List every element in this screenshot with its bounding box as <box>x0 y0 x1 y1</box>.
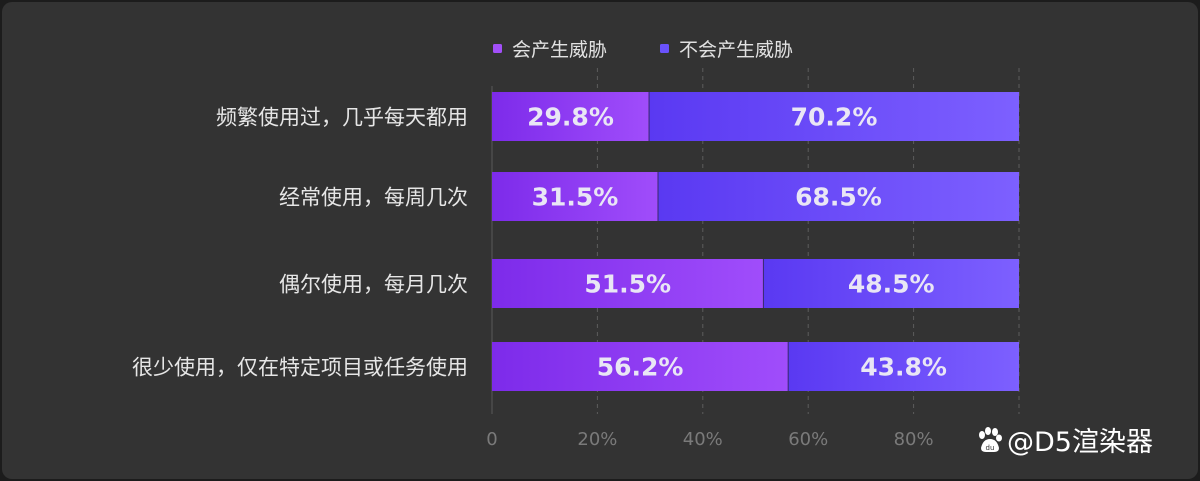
category-label-2: 偶尔使用，每月几次 <box>279 273 468 297</box>
bar-label-3-0: 56.2% <box>597 353 684 382</box>
legend-label-1: 不会产生威胁 <box>679 39 793 61</box>
baidu-paw-icon: du <box>975 426 1003 454</box>
bar-3-0 <box>492 342 789 391</box>
watermark-text: @D5渲染器 <box>1007 427 1153 458</box>
x-axis-ticks: 0 20% 40% 60% 80% <box>486 429 933 450</box>
bars: 29.8% 70.2% 31.5% 68.5% 51.5% 48.5% 56.2% 43.8% <box>492 92 1019 391</box>
bar-2-1 <box>763 259 1019 308</box>
bar-1-0 <box>492 172 659 221</box>
bar-label-0-0: 29.8% <box>527 103 614 132</box>
legend-swatch-0 <box>493 44 502 53</box>
category-label-0: 频繁使用过，几乎每天都用 <box>216 106 468 130</box>
svg-text:du: du <box>986 444 995 452</box>
bar-label-1-0: 31.5% <box>532 183 619 212</box>
tick-label-60: 60% <box>788 429 828 450</box>
tick-label-80: 80% <box>894 429 934 450</box>
bar-2-0 <box>492 259 764 308</box>
bar-label-3-1: 43.8% <box>860 353 947 382</box>
category-label-3: 很少使用，仅在特定项目或任务使用 <box>132 356 468 380</box>
bar-label-2-1: 48.5% <box>848 270 935 299</box>
watermark: du @D5渲染器 <box>975 420 1153 459</box>
bar-1-1 <box>658 172 1019 221</box>
legend-label-0: 会产生威胁 <box>512 39 607 61</box>
legend: 会产生威胁 不会产生威胁 <box>493 39 793 61</box>
bar-label-1-1: 68.5% <box>795 183 882 212</box>
bar-label-2-0: 51.5% <box>584 270 671 299</box>
tick-label-0: 0 <box>486 429 497 450</box>
tick-label-40: 40% <box>683 429 723 450</box>
bar-label-0-1: 70.2% <box>791 103 878 132</box>
category-label-1: 经常使用，每周几次 <box>279 186 468 210</box>
bar-0-0 <box>492 92 650 141</box>
bar-3-1 <box>788 342 1019 391</box>
bar-0-1 <box>649 92 1019 141</box>
category-labels: 频繁使用过，几乎每天都用经常使用，每周几次偶尔使用，每月几次很少使用，仅在特定项… <box>132 106 468 380</box>
tick-label-20: 20% <box>577 429 617 450</box>
legend-swatch-1 <box>660 44 669 53</box>
